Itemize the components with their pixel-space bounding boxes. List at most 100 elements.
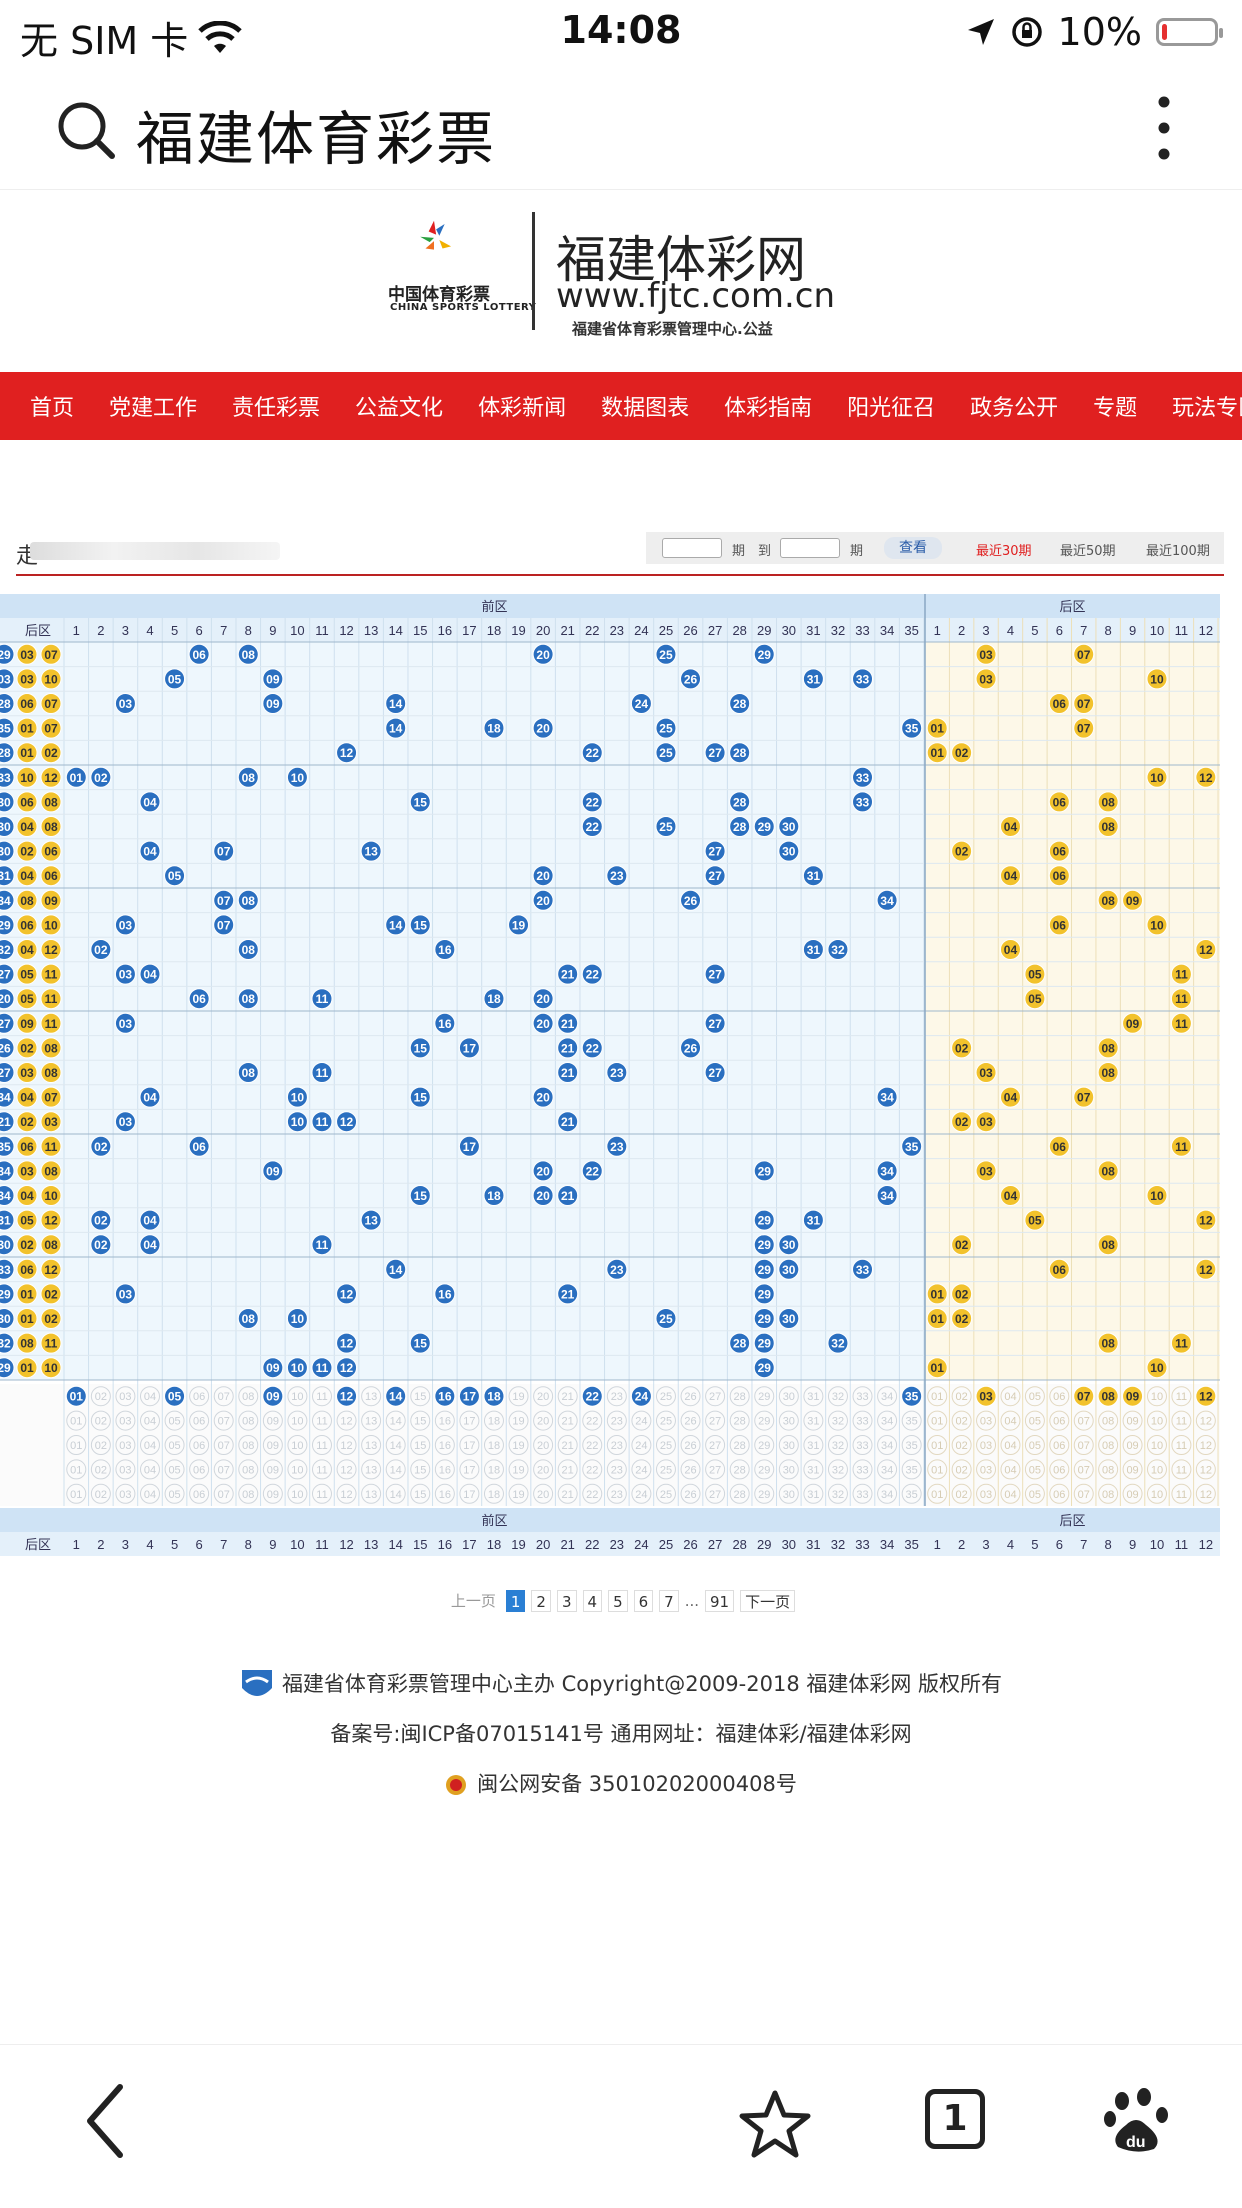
pick-slot-front-3-1 bbox=[66, 1459, 87, 1480]
draw-12-front-31 bbox=[802, 939, 824, 960]
browser-search-bar[interactable]: 福建体育彩票 bbox=[0, 62, 1242, 190]
draw-13-back-5 bbox=[1024, 963, 1046, 985]
pick-slot-front-2-33 bbox=[852, 1435, 873, 1455]
nav-item-9[interactable]: 专题 bbox=[1093, 396, 1138, 421]
left-back2-2 bbox=[40, 693, 62, 714]
left-back2-23-label: 12 bbox=[44, 1214, 58, 1228]
nav-item-0[interactable]: 首页 bbox=[30, 396, 75, 421]
nav-item-10[interactable]: 玩法专区▼ bbox=[1172, 396, 1242, 421]
pick-slot-front-label-2-15: 15 bbox=[414, 1440, 426, 1452]
chart-header-top-front-col-8: 8 bbox=[245, 623, 252, 638]
pick-slot-front-label-1-29: 29 bbox=[758, 1416, 770, 1428]
pick-slot-back-0-6 bbox=[1049, 1386, 1070, 1407]
left-back1-8 bbox=[16, 840, 38, 862]
draw-16-front-26-label: 26 bbox=[684, 1041, 698, 1055]
search-icon[interactable] bbox=[56, 100, 116, 160]
nav-item-4[interactable]: 体彩新闻 bbox=[478, 396, 567, 421]
pick-slot-front-1-29 bbox=[754, 1410, 775, 1431]
to-label: 到 bbox=[758, 544, 772, 559]
page-5-button[interactable]: 5 bbox=[608, 1590, 628, 1612]
recent-30-tab[interactable]: 最近30期 bbox=[976, 544, 1032, 559]
end-period-input[interactable] bbox=[780, 538, 840, 558]
draw-11-front-19-label: 19 bbox=[512, 918, 526, 932]
pick-slot-front-2-4 bbox=[139, 1435, 160, 1455]
left-front-24-label: 30 bbox=[0, 1238, 11, 1252]
draw-3-front-14 bbox=[385, 717, 407, 739]
pick-slot-front-0-30 bbox=[778, 1386, 799, 1407]
prev-page-button[interactable]: 上一页 bbox=[446, 1590, 500, 1612]
recent-100-tab[interactable]: 最近100期 bbox=[1146, 544, 1210, 559]
more-vertical-icon[interactable] bbox=[1156, 94, 1172, 162]
draw-18-front-15 bbox=[409, 1086, 431, 1108]
pick-slot-front-label-3-16: 16 bbox=[439, 1464, 451, 1476]
chart-header-top-back-col-11: 11 bbox=[1175, 623, 1189, 638]
pick-slot-front-label-1-6: 06 bbox=[193, 1416, 205, 1428]
pick-slot-front-label-3-2: 02 bbox=[95, 1464, 107, 1476]
draw-11-front-14 bbox=[385, 914, 407, 936]
sports-lottery-logo-icon[interactable] bbox=[418, 218, 482, 278]
draw-11-back-6-label: 06 bbox=[1053, 918, 1067, 932]
page-4-button[interactable]: 4 bbox=[582, 1590, 603, 1612]
draw-0-front-29-label: 29 bbox=[758, 648, 772, 662]
draw-9-front-23-label: 23 bbox=[610, 869, 624, 883]
page-3-button[interactable]: 3 bbox=[556, 1590, 577, 1612]
pick-slot-front-label-3-12: 12 bbox=[340, 1464, 352, 1476]
nav-item-6[interactable]: 体彩指南 bbox=[724, 396, 813, 421]
pick-slot-front-label-2-1: 01 bbox=[70, 1440, 82, 1452]
pick-slot-front-label-1-3: 03 bbox=[119, 1416, 131, 1428]
page-1-button[interactable]: 1 bbox=[505, 1590, 526, 1612]
nav-item-1[interactable]: 党建工作 bbox=[109, 396, 198, 421]
draw-20-back-6 bbox=[1048, 1135, 1070, 1157]
search-query[interactable]: 福建体育彩票 bbox=[136, 105, 497, 173]
draw-28-front-29-label: 29 bbox=[758, 1337, 772, 1351]
nav-item-5[interactable]: 数据图表 bbox=[601, 396, 690, 421]
recent-50-tab[interactable]: 最近50期 bbox=[1060, 544, 1116, 559]
draw-18-front-20-label: 20 bbox=[536, 1091, 550, 1105]
draw-0-back-7 bbox=[1073, 643, 1095, 665]
nav-item-7[interactable]: 阳光征召 bbox=[847, 396, 936, 421]
pick-slot-back-2-4 bbox=[1000, 1435, 1021, 1455]
draw-18-back-4-label: 04 bbox=[1004, 1091, 1018, 1105]
draw-14-front-6 bbox=[188, 988, 210, 1010]
pick-slot-front-label-4-4: 04 bbox=[144, 1489, 156, 1501]
pick-slot-front-label-1-20: 20 bbox=[537, 1416, 549, 1428]
pick-slot-front-label-4-32: 32 bbox=[832, 1489, 844, 1501]
draw-19-front-10 bbox=[286, 1111, 308, 1133]
draw-4-back-2 bbox=[951, 742, 973, 764]
left-back2-5 bbox=[40, 766, 62, 788]
draw-8-front-7 bbox=[213, 840, 235, 862]
view-button[interactable]: 查看 bbox=[884, 537, 942, 559]
nav-item-3[interactable]: 公益文化 bbox=[355, 396, 444, 421]
nav-item-2[interactable]: 责任彩票 bbox=[232, 396, 321, 421]
back-arrow-icon[interactable] bbox=[80, 2081, 130, 2161]
nav-item-8[interactable]: 政务公开 bbox=[970, 396, 1059, 421]
left-back2-14 bbox=[40, 988, 62, 1010]
pick-slot-front-1-20 bbox=[533, 1410, 554, 1431]
draw-4-front-25-label: 25 bbox=[659, 746, 673, 760]
last-page-button[interactable]: 91 bbox=[705, 1590, 735, 1612]
page-7-button[interactable]: 7 bbox=[659, 1590, 679, 1612]
bookmark-star-icon[interactable] bbox=[738, 2089, 812, 2159]
baidu-paw-icon[interactable]: du bbox=[1104, 2087, 1170, 2157]
left-back2-0-label: 07 bbox=[44, 648, 58, 662]
next-page-button[interactable]: 下一页 bbox=[740, 1590, 796, 1612]
draw-7-front-22-label: 22 bbox=[586, 820, 600, 834]
tab-count-button[interactable]: 1 bbox=[925, 2089, 985, 2149]
pick-slot-front-4-28 bbox=[729, 1483, 750, 1504]
pick-slot-back-label-1-2: 02 bbox=[956, 1416, 968, 1428]
pick-slot-front-4-10 bbox=[287, 1483, 308, 1504]
draw-26-back-2-label: 02 bbox=[955, 1287, 969, 1301]
chart-header-top-front-col-28: 28 bbox=[732, 623, 746, 638]
page-2-button[interactable]: 2 bbox=[531, 1590, 551, 1612]
left-front-11 bbox=[0, 914, 15, 936]
page-6-button[interactable]: 6 bbox=[633, 1590, 654, 1612]
draw-22-back-10 bbox=[1146, 1185, 1168, 1206]
chart-header-top-back-col-10: 10 bbox=[1150, 623, 1164, 638]
start-period-input[interactable] bbox=[662, 538, 722, 558]
pick-slot-front-4-34 bbox=[877, 1483, 898, 1504]
chart-header-bottom-front-col-35: 35 bbox=[904, 1537, 918, 1552]
draw-6-front-4-label: 04 bbox=[143, 795, 157, 809]
pick-slot-front-label-0-34: 34 bbox=[881, 1391, 893, 1403]
pick-slot-front-label-3-1: 01 bbox=[70, 1464, 82, 1476]
chart-header-bottom-front-col-13: 13 bbox=[364, 1537, 378, 1552]
